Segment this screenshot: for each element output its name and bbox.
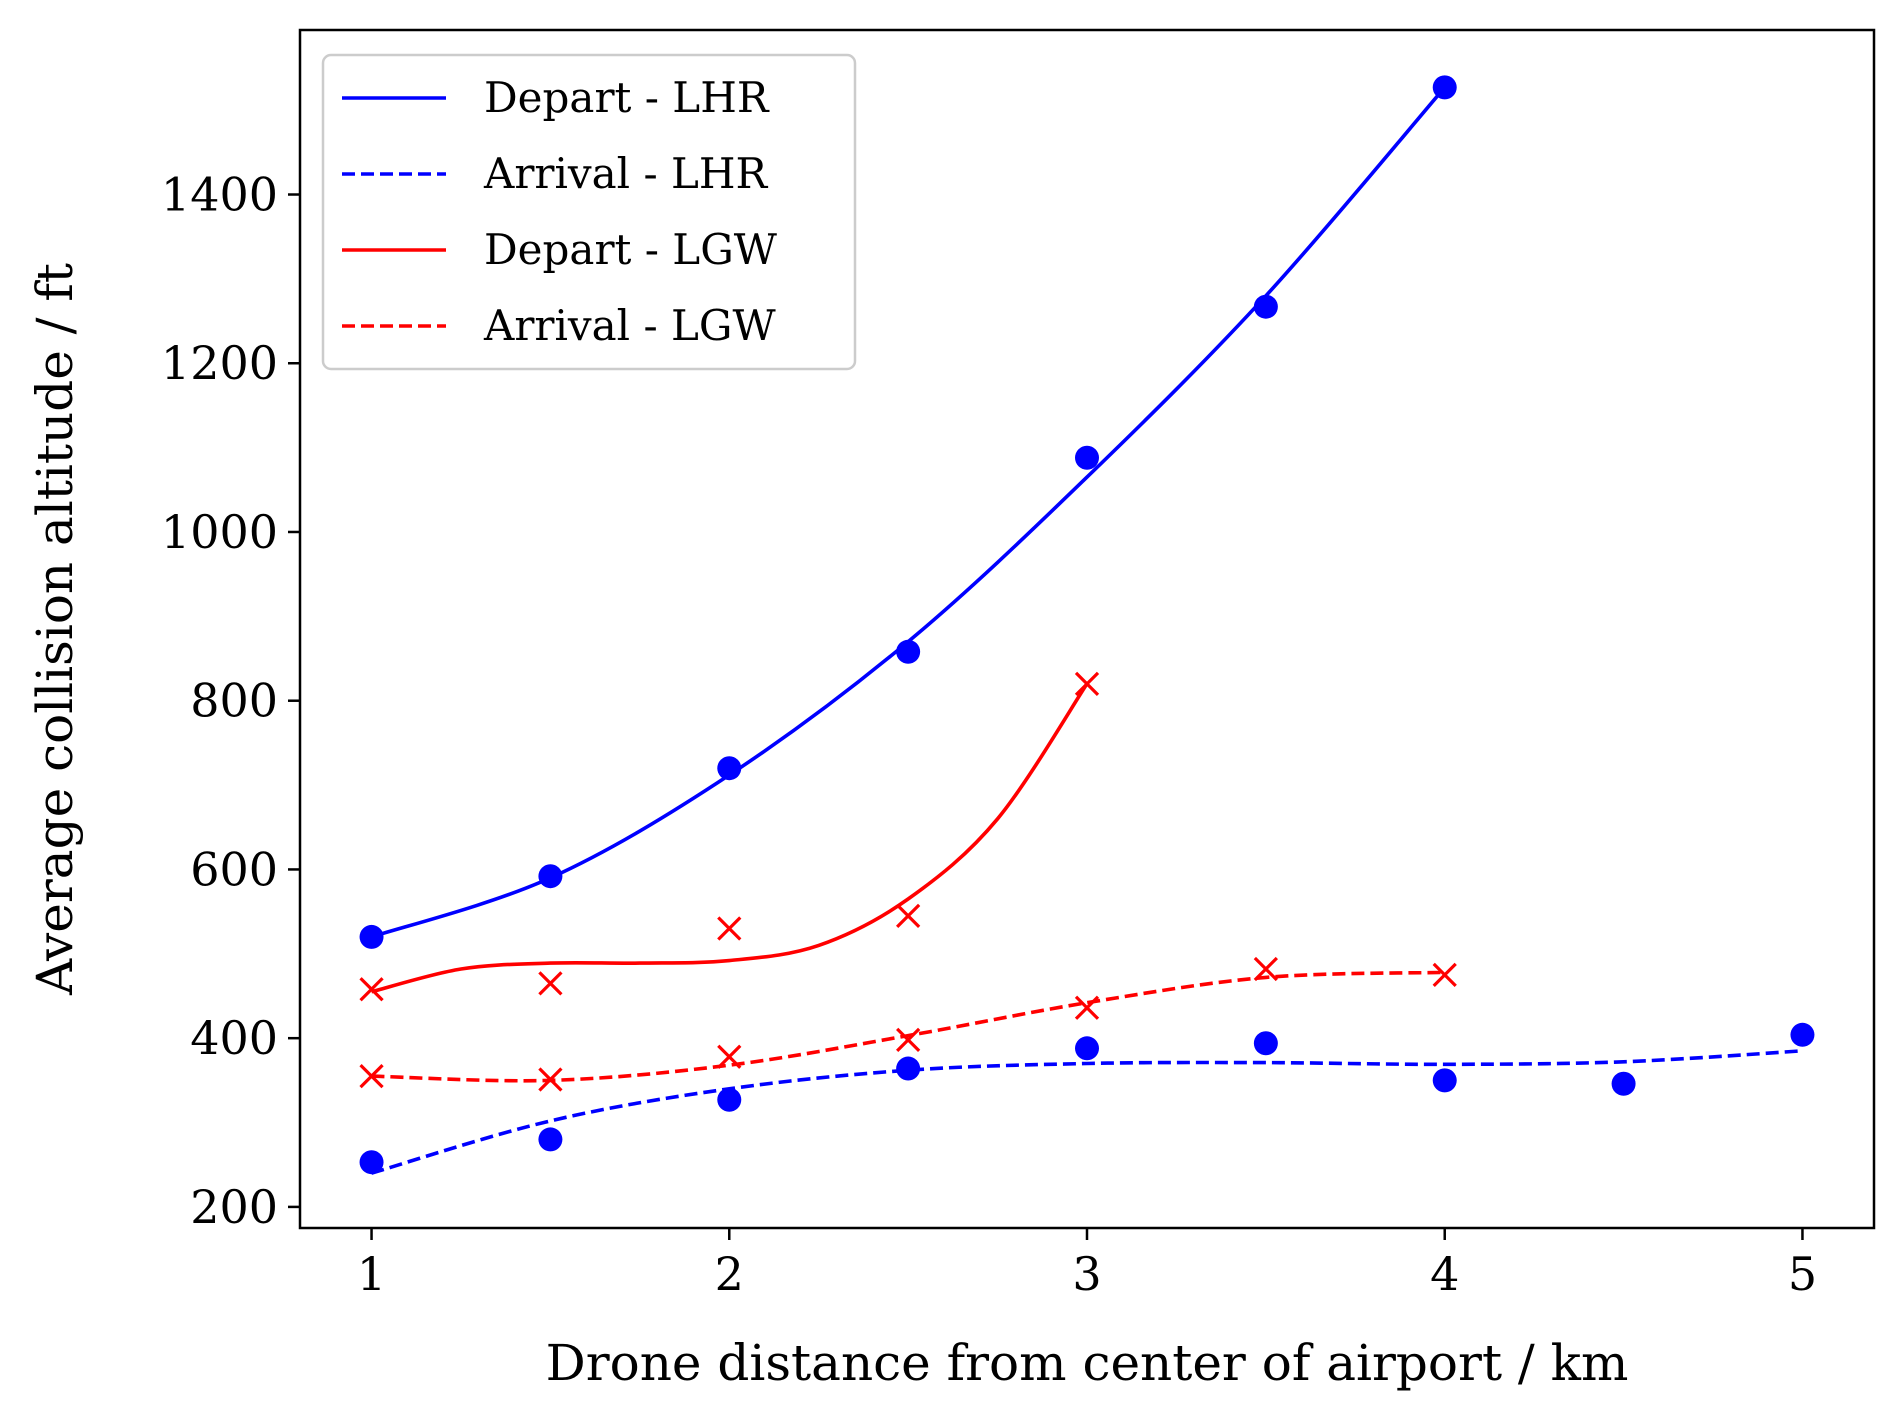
data-markers xyxy=(359,75,1815,1175)
series-2-fit-line xyxy=(371,682,1089,994)
legend-box xyxy=(321,53,857,371)
y-axis-ticks: 200 400 600 800 1000 1200 1400 xyxy=(161,168,300,1234)
legend-label-3: Arrival - LGW xyxy=(483,301,776,350)
series-1-point-3 xyxy=(896,1056,921,1081)
y-tick-label-3: 800 xyxy=(190,674,278,728)
series-2-point-3 xyxy=(896,903,921,928)
y-tick-label-0: 200 xyxy=(190,1180,278,1234)
series-2-point-1 xyxy=(538,971,563,996)
series-3-point-6 xyxy=(1432,962,1457,988)
y-tick-label-1: 400 xyxy=(190,1011,278,1065)
series-3-point-4 xyxy=(1074,995,1100,1020)
y-tick-label-2: 600 xyxy=(190,842,278,896)
x-tick-label-0: 1 xyxy=(357,1247,386,1301)
series-0-point-1 xyxy=(538,864,563,889)
series-3-point-1 xyxy=(538,1067,563,1092)
series-1-point-4 xyxy=(1075,1036,1099,1061)
x-tick-label-4: 5 xyxy=(1788,1247,1817,1301)
legend-label-1: Arrival - LHR xyxy=(483,149,769,198)
legend: Depart - LHR Arrival - LHR Depart - LGW Arr… xyxy=(321,53,857,371)
x-axis-ticks: 1 2 3 4 5 xyxy=(357,1228,1817,1301)
x-tick-label-1: 2 xyxy=(715,1247,744,1301)
series-1-point-7 xyxy=(1611,1071,1636,1096)
series-1-fit-line xyxy=(370,1049,1803,1175)
series-1-point-5 xyxy=(1253,1031,1278,1056)
series-0-point-4 xyxy=(1075,445,1099,470)
series-3-point-2 xyxy=(717,1044,742,1069)
series-3-point-0 xyxy=(359,1064,384,1089)
series-0-point-2 xyxy=(717,756,742,781)
series-2-point-2 xyxy=(717,916,742,941)
x-tick-label-3: 4 xyxy=(1430,1247,1459,1301)
y-tick-label-5: 1200 xyxy=(161,336,278,390)
series-1-point-0 xyxy=(359,1150,384,1175)
x-tick-label-2: 3 xyxy=(1072,1247,1101,1301)
series-2-point-0 xyxy=(359,977,384,1002)
legend-label-2: Depart - LGW xyxy=(484,225,778,274)
series-0-point-5 xyxy=(1253,294,1278,319)
series-3-point-5 xyxy=(1253,956,1278,982)
x-axis-label: Drone distance from center of airport / … xyxy=(546,1334,1629,1392)
y-tick-label-6: 1400 xyxy=(161,168,278,222)
y-axis-label: Average collision altitude / ft xyxy=(26,263,84,996)
series-0-point-3 xyxy=(896,639,921,664)
series-0-point-0 xyxy=(359,924,384,949)
y-tick-label-4: 1000 xyxy=(161,505,278,559)
series-1-point-8 xyxy=(1790,1022,1815,1047)
legend-label-0: Depart - LHR xyxy=(484,73,770,122)
series-1-point-1 xyxy=(538,1127,563,1152)
series-1-point-6 xyxy=(1432,1068,1457,1093)
series-0-point-6 xyxy=(1432,75,1457,100)
series-1-point-2 xyxy=(717,1087,742,1112)
series-2-point-4 xyxy=(1074,671,1100,696)
series-3-point-3 xyxy=(896,1027,921,1052)
